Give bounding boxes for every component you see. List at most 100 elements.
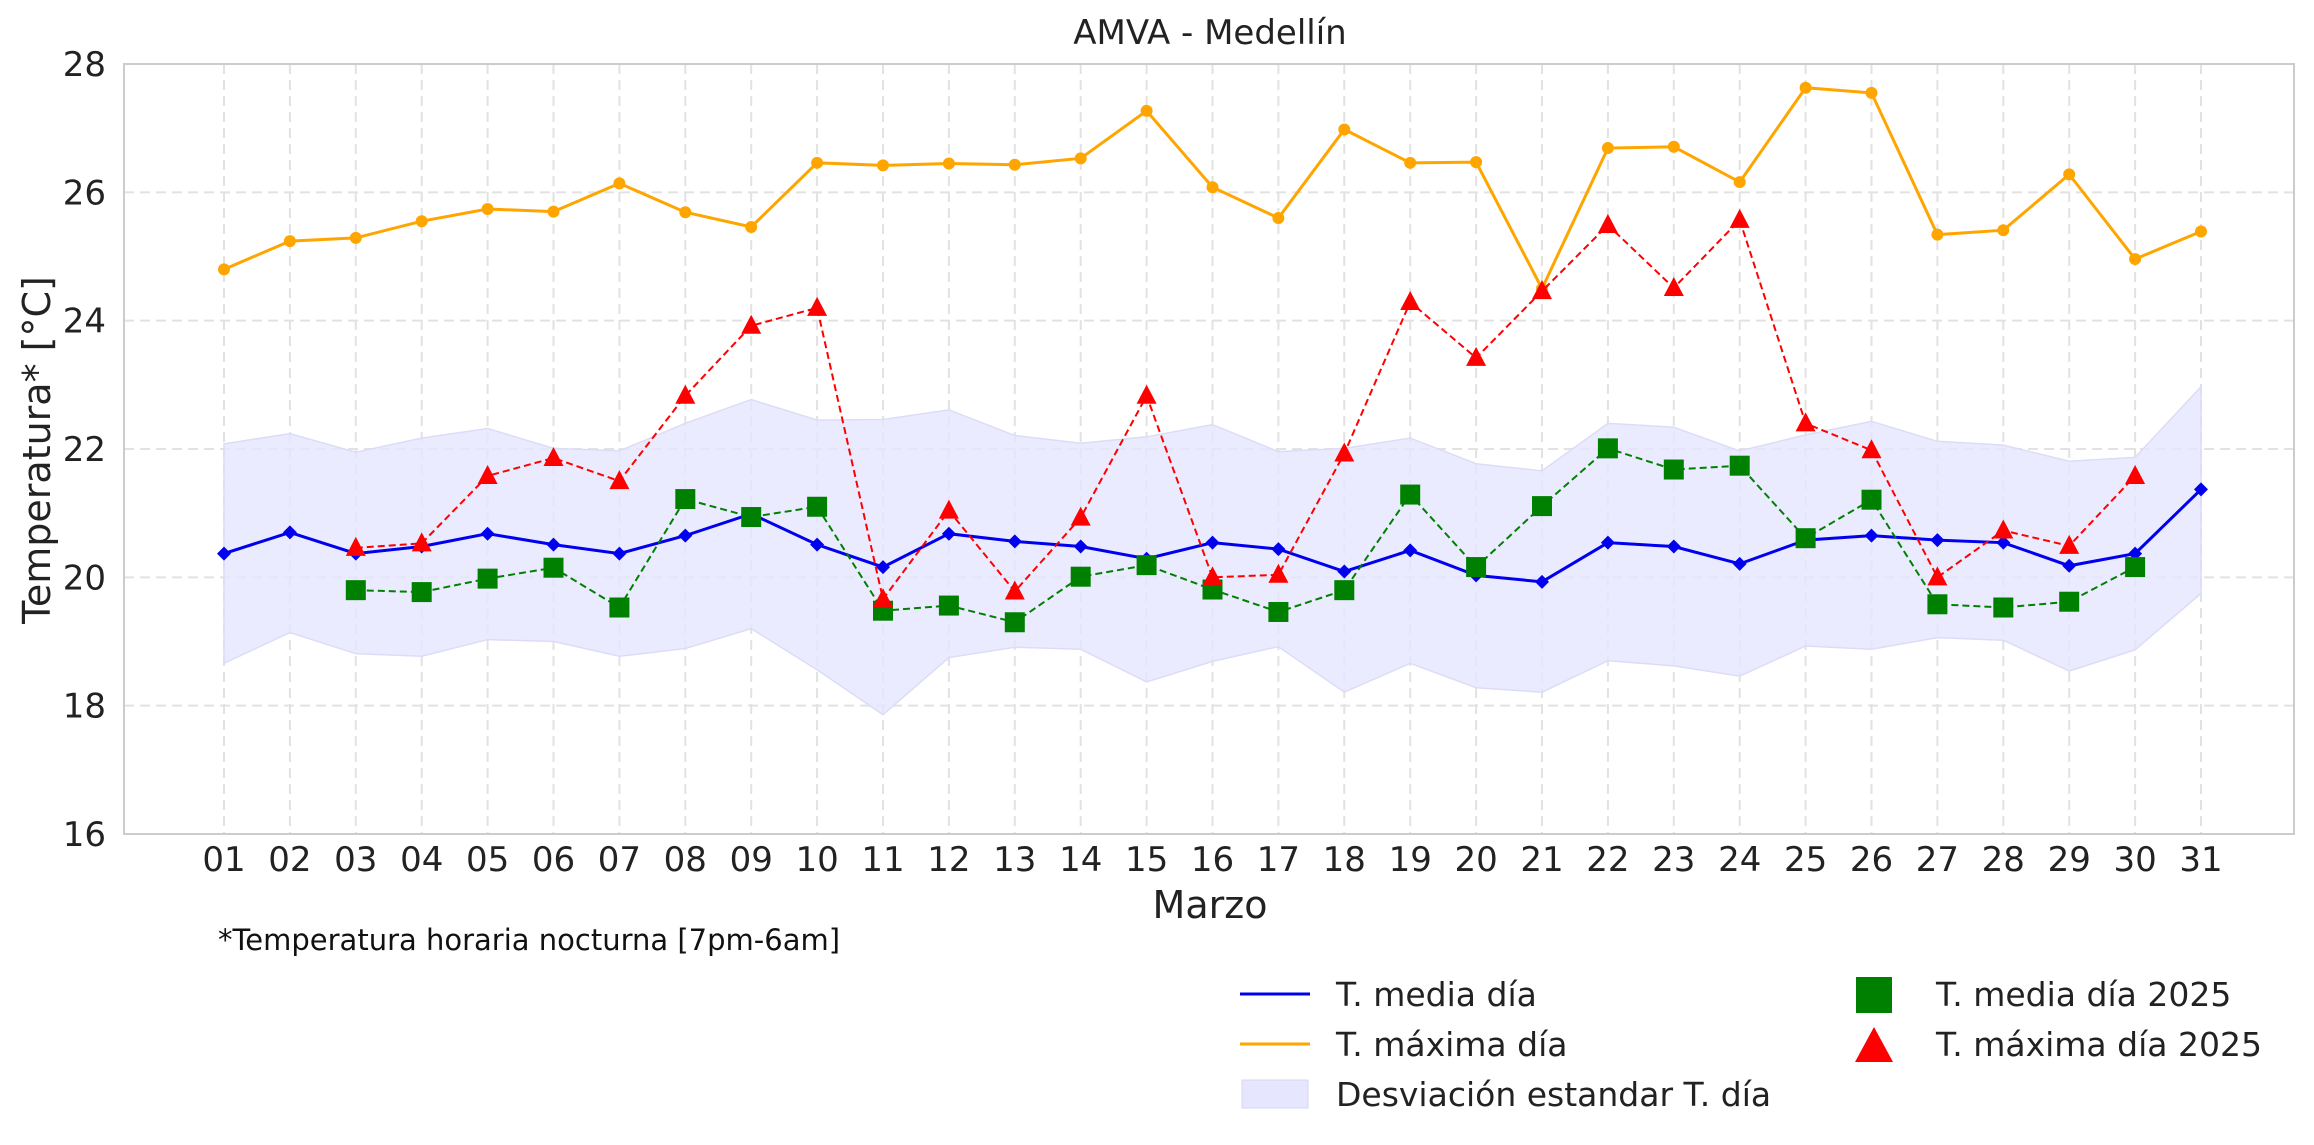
data-point: [1470, 156, 1483, 169]
data-point: [1532, 280, 1552, 300]
data-point: [345, 580, 366, 601]
data-point: [1861, 489, 1882, 510]
y-tick-label: 16: [63, 815, 106, 855]
data-point: [1667, 140, 1680, 153]
data-point: [1004, 580, 1025, 600]
data-point: [1795, 412, 1816, 432]
data-point: [217, 546, 231, 561]
data-point: [2125, 464, 2146, 484]
data-point: [1004, 612, 1025, 633]
data-point: [807, 496, 828, 517]
data-point: [679, 206, 692, 219]
x-tick-label: 06: [532, 840, 575, 880]
legend-label-maxima: T. máxima día: [1335, 1025, 1567, 1064]
data-point: [1008, 158, 1021, 171]
x-tick-label: 29: [2048, 840, 2091, 880]
data-point: [345, 536, 366, 556]
data-point: [1597, 438, 1618, 459]
x-tick-label: 19: [1389, 840, 1432, 880]
data-point: [1663, 276, 1684, 296]
data-point: [1663, 459, 1684, 480]
data-point: [1864, 528, 1879, 543]
data-point: [675, 489, 696, 510]
series-layer: [217, 81, 2208, 633]
x-tick-label: 01: [202, 840, 245, 880]
data-point: [543, 557, 564, 578]
x-tick-label: 22: [1586, 840, 1629, 880]
x-tick-label: 03: [334, 840, 377, 880]
x-tick-label: 25: [1784, 840, 1827, 880]
data-point: [1931, 228, 1944, 241]
data-point: [1927, 566, 1948, 586]
data-point: [1600, 535, 1615, 550]
data-point: [1865, 86, 1878, 99]
x-tick-label: 13: [993, 840, 1036, 880]
data-point: [873, 588, 893, 608]
data-point: [609, 597, 630, 618]
x-tick-label: 17: [1257, 840, 1300, 880]
legend-swatch-band: [1241, 1079, 1309, 1109]
data-point: [477, 568, 498, 589]
data-point: [1799, 81, 1812, 94]
data-point: [1729, 208, 1750, 228]
data-point: [543, 446, 564, 466]
data-point: [546, 537, 561, 552]
data-point: [613, 177, 626, 190]
y-tick-label: 28: [63, 45, 106, 85]
x-tick-label: 18: [1323, 840, 1366, 880]
x-tick-label: 27: [1916, 840, 1959, 880]
x-tick-label: 23: [1652, 840, 1695, 880]
data-point: [2125, 557, 2146, 578]
x-tick-label: 24: [1718, 840, 1761, 880]
data-point: [1996, 535, 2011, 550]
x-tick-label: 11: [861, 840, 904, 880]
std-band: [223, 384, 2202, 716]
data-point: [1993, 597, 2014, 618]
x-tick-label: 28: [1982, 840, 2025, 880]
x-tick-label: 30: [2113, 840, 2156, 880]
data-point: [745, 220, 758, 233]
x-tick-label: 02: [268, 840, 311, 880]
data-point: [1861, 439, 1882, 459]
data-point: [1466, 346, 1487, 366]
data-point: [1140, 104, 1153, 117]
legend-label-media: T. media día: [1335, 975, 1537, 1014]
data-point: [1007, 534, 1022, 549]
legend-label-maxima-2025: T. máxima día 2025: [1935, 1025, 2262, 1064]
data-point: [1733, 176, 1746, 189]
data-point: [1666, 539, 1681, 554]
data-point: [1729, 455, 1750, 476]
x-tick-label: 08: [664, 840, 707, 880]
data-point: [938, 595, 959, 616]
data-point: [218, 263, 230, 276]
x-tick-label: 09: [730, 840, 773, 880]
data-point: [2063, 168, 2076, 181]
data-point: [1334, 442, 1355, 462]
data-point: [1334, 580, 1355, 601]
data-point: [1202, 566, 1223, 586]
y-tick-label: 20: [63, 558, 106, 598]
chart-title: AMVA - Medellín: [1073, 13, 1346, 53]
data-point: [876, 560, 890, 575]
data-point: [480, 526, 495, 541]
data-point: [609, 470, 630, 490]
data-point: [2129, 253, 2142, 266]
data-point: [1272, 212, 1285, 224]
x-tick-label: 12: [927, 840, 970, 880]
data-point: [1073, 539, 1088, 554]
x-tick-label: 31: [2179, 840, 2222, 880]
x-tick-label: 20: [1454, 840, 1497, 880]
data-point: [942, 157, 955, 170]
data-point: [1601, 142, 1614, 155]
series-4: [345, 208, 2146, 608]
data-point: [941, 526, 956, 541]
data-point: [2062, 558, 2077, 573]
data-point: [2194, 482, 2208, 497]
y-tick-label: 22: [63, 430, 106, 470]
x-tick-label: 05: [466, 840, 509, 880]
x-tick-label: 07: [598, 840, 641, 880]
y-tick-label: 18: [63, 687, 106, 727]
y-axis-label: Temperatura* [°C]: [15, 276, 59, 625]
data-point: [1136, 384, 1157, 404]
data-point: [1338, 123, 1351, 136]
